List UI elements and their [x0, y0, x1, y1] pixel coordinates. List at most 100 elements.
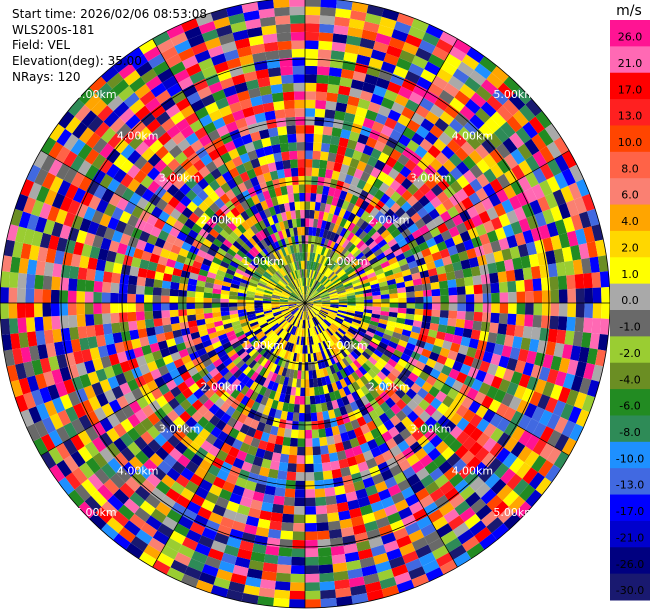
velocity-gate: [295, 489, 305, 498]
velocity-gate: [279, 462, 289, 472]
velocity-gate: [305, 117, 315, 126]
velocity-gate: [313, 446, 321, 455]
velocity-gate: [187, 309, 196, 316]
velocity-gate: [457, 286, 466, 295]
velocity-gate: [465, 285, 474, 294]
velocity-gate: [138, 328, 148, 338]
velocity-gate: [9, 303, 18, 319]
velocity-gate: [332, 554, 347, 564]
velocity-gate: [294, 506, 305, 515]
velocity-gate: [119, 312, 128, 322]
velocity-gate: [273, 101, 284, 111]
velocity-gate: [161, 288, 170, 296]
velocity-gate: [489, 323, 499, 334]
velocity-gate: [305, 481, 315, 490]
velocity-gate: [17, 318, 27, 334]
velocity-gate: [204, 308, 213, 314]
velocity-gate: [514, 269, 524, 281]
velocity-gate: [298, 167, 305, 176]
velocity-gate: [25, 288, 34, 303]
velocity-gate: [499, 313, 508, 324]
velocity-gate: [127, 312, 136, 322]
velocity-gate: [283, 505, 295, 514]
velocity-gate: [281, 151, 290, 160]
velocity-gate: [290, 591, 306, 600]
velocity-gate: [212, 293, 221, 298]
colorbar-tick-label: -1.0: [619, 321, 640, 334]
velocity-gate: [398, 298, 407, 303]
velocity-gate: [94, 324, 104, 336]
velocity-gate: [432, 296, 441, 303]
velocity-gate: [17, 273, 27, 289]
velocity-gate: [309, 210, 314, 219]
velocity-gate: [356, 300, 365, 303]
velocity-gate: [298, 421, 305, 430]
velocity-gate: [296, 464, 305, 473]
velocity-gate: [312, 159, 320, 168]
velocity-gate: [498, 323, 508, 334]
velocity-gate: [289, 599, 305, 608]
velocity-gate: [549, 276, 559, 290]
velocity-gate: [285, 488, 296, 497]
velocity-gate: [318, 547, 332, 557]
velocity-gate: [290, 582, 305, 591]
velocity-gate: [506, 270, 516, 282]
velocity-gate: [293, 66, 305, 75]
velocity-gate: [178, 290, 187, 297]
velocity-gate: [305, 591, 321, 600]
velocity-gate: [559, 289, 568, 303]
velocity-gate: [440, 303, 449, 311]
velocity-gate: [203, 298, 212, 303]
velocity-gate: [548, 263, 558, 277]
velocity-gate: [69, 266, 79, 279]
velocity-gate: [583, 273, 593, 289]
velocity-gate: [281, 445, 290, 454]
velocity-gate: [269, 521, 282, 531]
velocity-gate: [423, 303, 432, 310]
velocity-gate: [566, 317, 576, 332]
velocity-gate: [9, 318, 19, 334]
velocity-gate: [313, 151, 321, 160]
velocity-gate: [289, 446, 297, 455]
velocity-gate: [474, 284, 483, 294]
velocity-gate: [320, 445, 329, 454]
velocity-gate: [305, 447, 313, 456]
velocity-gate: [282, 514, 294, 523]
velocity-gate: [305, 227, 309, 236]
velocity-gate: [318, 168, 326, 177]
velocity-gate: [305, 151, 313, 160]
velocity-gate: [93, 292, 102, 303]
velocity-gate: [305, 23, 320, 32]
velocity-gate: [323, 126, 333, 136]
velocity-gate: [326, 92, 338, 102]
velocity-gate: [389, 307, 398, 312]
velocity-gate: [332, 469, 343, 479]
range-ring-label: 4.00km: [452, 130, 494, 143]
velocity-gate: [246, 303, 255, 306]
velocity-gate: [178, 309, 187, 316]
velocity-gate: [600, 319, 610, 335]
velocity-gate: [138, 268, 148, 278]
velocity-gate: [327, 84, 339, 94]
velocity-gate: [220, 303, 229, 307]
velocity-gate: [331, 50, 345, 60]
velocity-gate: [302, 362, 306, 371]
velocity-gate: [305, 515, 317, 524]
velocity-gate: [52, 329, 62, 343]
velocity-gate: [550, 290, 559, 303]
colorbar-tick-label: 0.0: [621, 294, 639, 307]
velocity-gate: [295, 108, 305, 117]
velocity-gate: [508, 292, 517, 303]
velocity-gate: [600, 271, 610, 287]
velocity-gate: [500, 292, 509, 303]
velocity-gate: [398, 308, 407, 314]
velocity-gate: [43, 276, 53, 290]
velocity-gate: [310, 193, 316, 202]
velocity-gate: [457, 303, 466, 311]
velocity-gate: [314, 472, 324, 481]
velocity-gate: [298, 159, 306, 168]
velocity-gate: [136, 311, 145, 320]
velocity-gate: [311, 176, 318, 185]
velocity-gate: [43, 316, 53, 330]
colorbar-tick-label: -17.0: [616, 505, 644, 518]
